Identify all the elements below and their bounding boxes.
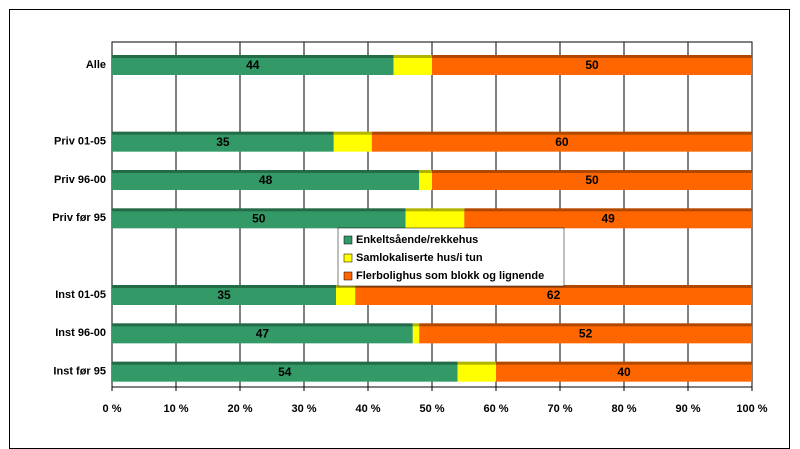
- y-tick-label: Inst før 95: [53, 366, 106, 378]
- bar-segment: [393, 55, 432, 75]
- bar-segment: [457, 361, 496, 382]
- legend-label: Samlokaliserte hus/i tun: [356, 252, 483, 264]
- bar-top: [432, 55, 752, 58]
- value-label: 50: [585, 173, 599, 187]
- y-tick-label: Alle: [86, 59, 106, 71]
- value-label: 48: [259, 173, 273, 187]
- value-label: 52: [579, 327, 593, 341]
- plot: 0 % 10 % 20 % 30 % 40 % 50 % 60 % 70 % 80 % 90 % 1…: [52, 41, 768, 415]
- bar-top: [464, 208, 752, 212]
- bar-top: [393, 55, 432, 58]
- bar-segment: [412, 323, 420, 344]
- value-label: 35: [217, 288, 231, 302]
- bar-top: [112, 55, 394, 58]
- bar-segment: [419, 170, 432, 190]
- bar-segment: [112, 285, 336, 305]
- bar-segment: [112, 208, 406, 229]
- value-label: 50: [252, 212, 266, 226]
- y-tick-label: Priv før 95: [52, 212, 106, 224]
- bar-segment: [405, 208, 465, 229]
- bar-top: [457, 361, 496, 365]
- value-label: 35: [216, 135, 230, 149]
- x-tick-label: 100 %: [736, 403, 767, 415]
- bar-segment: [112, 170, 420, 190]
- x-tick-label: 60 %: [483, 403, 508, 415]
- legend-label: Flerbolighus som blokk og lignende: [356, 270, 544, 282]
- bar-top: [496, 361, 752, 365]
- value-label: 49: [601, 212, 615, 226]
- legend-label: Enkeltsående/rekkehus: [356, 234, 478, 246]
- bar-top: [412, 323, 420, 327]
- bar-segment: [419, 323, 752, 344]
- value-label: 50: [585, 58, 599, 72]
- bar-segment: [496, 361, 752, 382]
- legend-swatch: [343, 253, 353, 263]
- bar-top: [112, 170, 420, 173]
- x-tick-label: 20 %: [227, 403, 252, 415]
- bar-segment: [112, 361, 458, 382]
- bar-top: [405, 208, 465, 212]
- legend-swatch: [343, 235, 353, 245]
- bar-segment: [112, 131, 334, 152]
- bar-segment: [464, 208, 752, 229]
- y-tick-label: Priv 01-05: [54, 136, 106, 148]
- bar-segment: [371, 131, 752, 152]
- value-label: 44: [246, 58, 260, 72]
- bar-top: [112, 285, 336, 288]
- x-tick-label: 0 %: [103, 403, 122, 415]
- x-tick-label: 10 %: [163, 403, 188, 415]
- x-tick-label: 30 %: [291, 403, 316, 415]
- y-tick-label: Inst 96-00: [55, 327, 106, 339]
- legend: Enkeltsående/rekkehus Samlokaliserte hus/…: [337, 227, 565, 287]
- bar-top: [336, 285, 356, 288]
- x-tick-label: 70 %: [547, 403, 572, 415]
- bar-top: [112, 323, 413, 327]
- x-tick-label: 50 %: [419, 403, 444, 415]
- value-label: 47: [256, 327, 270, 341]
- legend-box: [337, 227, 565, 287]
- bar-top: [112, 361, 458, 365]
- bar-top: [355, 285, 752, 288]
- bar-top: [419, 170, 432, 173]
- x-tick-label: 80 %: [611, 403, 636, 415]
- bar-segment: [333, 131, 372, 152]
- y-tick-label: Inst 01-05: [55, 289, 106, 301]
- value-label: 62: [547, 288, 561, 302]
- value-label: 54: [278, 365, 292, 379]
- bar-top: [371, 131, 752, 135]
- x-tick-label: 90 %: [675, 403, 700, 415]
- bar-segment: [432, 170, 752, 190]
- y-tick-label: Priv 96-00: [54, 174, 106, 186]
- bar-top: [333, 131, 372, 135]
- bar-segment: [336, 285, 356, 305]
- bar-top: [419, 323, 752, 327]
- value-label: 40: [617, 365, 631, 379]
- bar-segment: [432, 55, 752, 75]
- bar-top: [112, 131, 334, 135]
- legend-swatch: [343, 271, 353, 281]
- bar-top: [432, 170, 752, 173]
- bar-top: [112, 208, 406, 212]
- bar-segment: [112, 55, 394, 75]
- bar-segment: [112, 323, 413, 344]
- bar-segment: [355, 285, 752, 305]
- value-label: 60: [555, 135, 569, 149]
- x-tick-label: 40 %: [355, 403, 380, 415]
